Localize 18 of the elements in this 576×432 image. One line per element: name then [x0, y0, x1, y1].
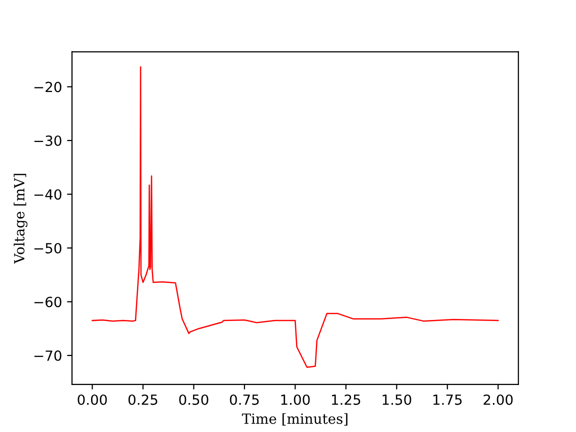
y-tick-label: −40	[34, 189, 62, 200]
x-tick-label: 0.25	[128, 394, 158, 405]
line-series	[92, 66, 499, 368]
y-tick-label: −60	[34, 296, 62, 308]
y-tick-label: −30	[34, 135, 62, 146]
x-tick-label: 0.50	[179, 394, 208, 405]
x-tick-label: 2.00	[484, 394, 513, 405]
y-tick-label: −70	[34, 350, 62, 361]
y-axis-title: Voltage [mV]	[14, 174, 28, 264]
x-tick-label: 1.50	[382, 394, 412, 405]
x-tick-label: 1.75	[433, 394, 462, 405]
x-tick-label: 0.75	[230, 394, 259, 405]
y-tick-label: −50	[34, 242, 62, 254]
x-tick-label: 0.00	[78, 394, 107, 405]
x-tick-label: 1.25	[332, 394, 360, 405]
x-axis-title: Time [minutes]	[242, 413, 348, 426]
y-tick-label: −20	[34, 82, 62, 92]
x-tick-label: 1.00	[281, 394, 310, 405]
